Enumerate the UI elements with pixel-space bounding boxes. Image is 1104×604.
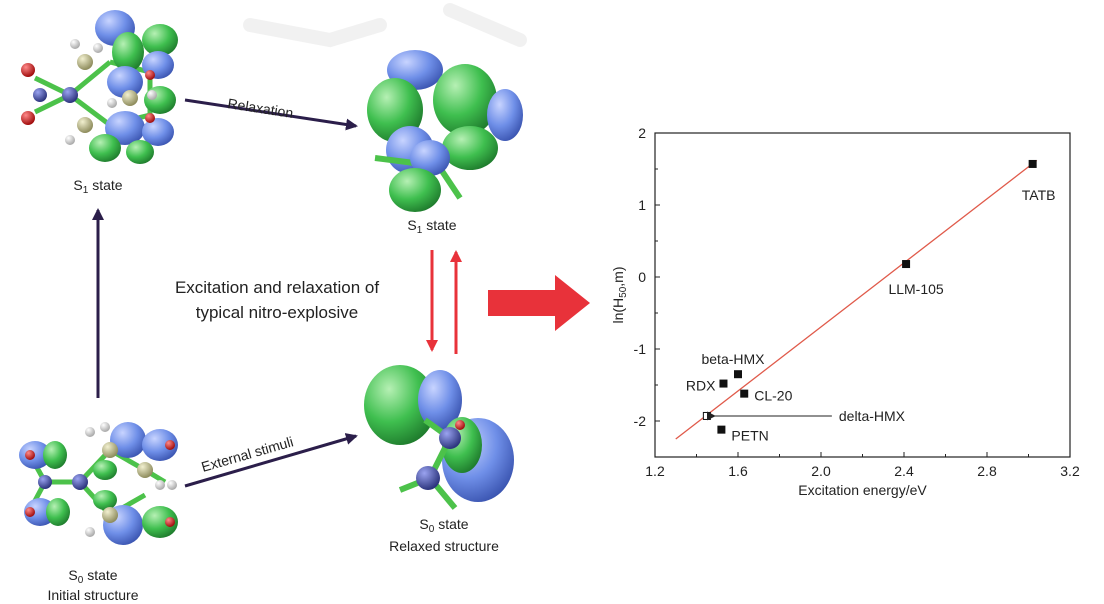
molecule-s0-relaxed bbox=[364, 365, 514, 510]
label-s0-initial: S0 state bbox=[68, 567, 117, 586]
label-s0-relaxed: S0 state bbox=[419, 516, 468, 535]
x-tick-label: 1.2 bbox=[645, 463, 665, 479]
y-tick-label: -2 bbox=[634, 413, 647, 429]
molecule-s0-initial bbox=[19, 422, 178, 545]
point-label-llm-105: LLM-105 bbox=[888, 281, 943, 297]
point-tatb bbox=[1028, 159, 1037, 168]
watermark bbox=[243, 3, 527, 48]
x-tick-label: 2.8 bbox=[977, 463, 997, 479]
scatter-chart: 1.2 1.6 2.0 2.4 2.8 3.2 2 1 0 -1 -2 TATB LLM-105 be… bbox=[610, 125, 1080, 498]
point-cl-20 bbox=[740, 389, 749, 398]
point-label-tatb: TATB bbox=[1022, 187, 1056, 203]
y-tick-label: 0 bbox=[638, 269, 646, 285]
label-s1-left: S1 state bbox=[73, 177, 122, 196]
point-label-petn: PETN bbox=[731, 428, 768, 444]
molecule-s1-relaxed bbox=[367, 50, 523, 212]
x-axis-ticks: 1.2 1.6 2.0 2.4 2.8 3.2 bbox=[645, 452, 1080, 479]
y-tick-label: 1 bbox=[638, 197, 646, 213]
molecule-s1-initial bbox=[21, 10, 178, 164]
point-label-cl-20: CL-20 bbox=[754, 388, 792, 404]
diagram-arrows bbox=[92, 98, 590, 488]
point-label-beta-hmx: beta-HMX bbox=[701, 351, 765, 367]
label-relaxation: Relaxation bbox=[227, 95, 295, 121]
caption-line1: Excitation and relaxation of bbox=[175, 278, 379, 297]
y-tick-label: 2 bbox=[638, 125, 646, 141]
arrow-external-stimuli bbox=[184, 433, 358, 488]
y-axis-title: ln(H50,m) bbox=[610, 266, 629, 323]
point-label-delta-hmx: delta-HMX bbox=[839, 408, 906, 424]
x-axis-title: Excitation energy/eV bbox=[798, 482, 927, 498]
fit-line bbox=[675, 159, 1038, 440]
point-beta-hmx bbox=[734, 370, 742, 379]
point-llm-105 bbox=[902, 260, 911, 269]
y-axis-ticks: 2 1 0 -1 -2 bbox=[634, 125, 660, 458]
x-tick-label: 3.2 bbox=[1060, 463, 1080, 479]
point-rdx bbox=[719, 379, 728, 388]
x-tick-label: 1.6 bbox=[728, 463, 748, 479]
point-petn bbox=[717, 425, 726, 434]
arrow-big-red bbox=[488, 275, 590, 331]
x-tick-label: 2.4 bbox=[894, 463, 914, 479]
caption-line2: typical nitro-explosive bbox=[196, 303, 359, 322]
label-s0-relaxed-sub: Relaxed structure bbox=[389, 538, 499, 554]
arrow-relaxation bbox=[184, 98, 358, 131]
data-points: TATB LLM-105 beta-HMX RDX CL-20 delta-HMX PETN bbox=[686, 159, 1056, 444]
point-label-rdx: RDX bbox=[686, 378, 716, 394]
y-tick-label: -1 bbox=[634, 341, 647, 357]
point-delta-hmx bbox=[702, 411, 711, 420]
x-tick-label: 2.0 bbox=[811, 463, 831, 479]
label-s0-initial-sub: Initial structure bbox=[47, 587, 138, 603]
label-s1-right: S1 state bbox=[407, 217, 456, 236]
